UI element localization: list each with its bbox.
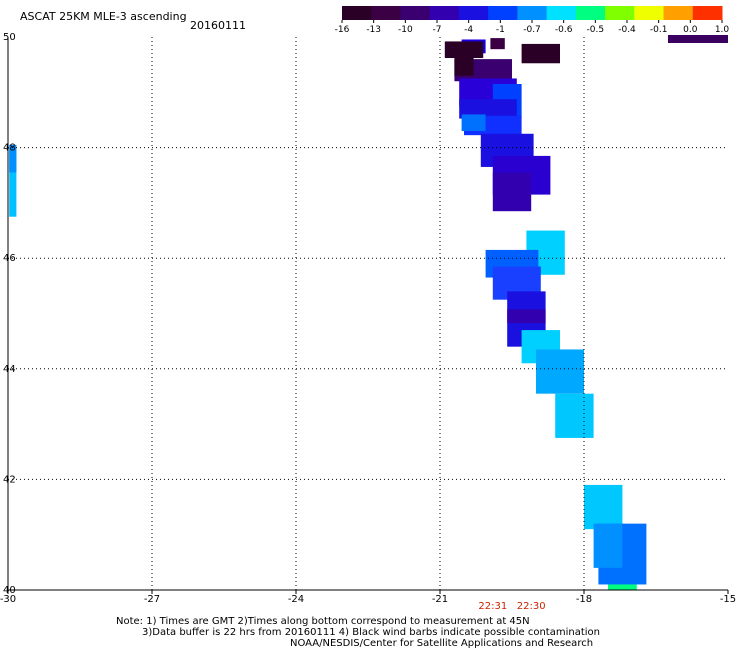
colorbar-segment — [400, 6, 431, 20]
data-cell — [608, 584, 637, 590]
y-tick-label: 46 — [3, 253, 16, 264]
data-cell — [9, 144, 17, 173]
time-label: 22:30 — [517, 601, 546, 612]
colorbar-segment — [575, 6, 606, 20]
grid — [8, 37, 728, 590]
y-tick-label: 48 — [3, 143, 16, 154]
data-cell — [461, 114, 486, 132]
note-line-1: Note: 1) Times are GMT 2)Times along bot… — [116, 616, 530, 627]
y-tick-label: 44 — [3, 364, 16, 375]
x-tick-label: -21 — [432, 594, 448, 605]
x-tick-label: -18 — [576, 594, 592, 605]
colorbar-tick-label: -4 — [464, 25, 473, 35]
colorbar-segment — [605, 6, 635, 20]
colorbar-segment — [546, 6, 577, 20]
axis-frame — [7, 37, 728, 591]
colorbar-segment — [663, 6, 694, 20]
data-cell — [492, 172, 532, 212]
data-cell — [490, 38, 505, 50]
data-cell — [521, 43, 560, 64]
colorbar-labels: -16 -13 -10 -7 -4 -1 -0.7 -0.6 -0.5 -0.4 -0.1 0.0 1.… — [335, 20, 730, 35]
colorbar-tick-label: -13 — [366, 25, 381, 35]
colorbar-segment — [692, 6, 723, 20]
data-cell — [555, 393, 594, 438]
chart-title: ASCAT 25KM MLE-3 ascending — [20, 10, 187, 23]
colorbar-segment — [517, 6, 548, 20]
y-tick-label: 40 — [3, 585, 16, 596]
colorbar — [342, 6, 723, 20]
colorbar-tick-label: -1 — [496, 25, 505, 35]
x-axis-ticks: -30 -27 -24 -21 -18 -15 — [0, 590, 736, 605]
colorbar-tick-label: -0.4 — [618, 25, 636, 35]
colorbar-tick-label: -7 — [433, 25, 442, 35]
note-line-3: NOAA/NESDIS/Center for Satellite Applica… — [290, 638, 594, 649]
note-line-2: 3)Data buffer is 22 hrs from 20160111 4)… — [142, 627, 600, 638]
colorbar-tick-label: 0.0 — [683, 25, 698, 35]
time-label: 22:31 — [478, 601, 507, 612]
data-cell — [536, 349, 584, 394]
x-tick-label: -30 — [0, 594, 16, 605]
y-tick-label: 42 — [3, 474, 16, 485]
x-tick-label: -15 — [720, 594, 736, 605]
colorbar-segment — [458, 6, 489, 20]
plot-cells — [9, 38, 647, 590]
y-axis-ticks: 50 48 46 44 42 40 — [3, 32, 16, 596]
data-cell — [454, 48, 474, 76]
colorbar-segment — [342, 6, 372, 20]
colorbar-tick-label: -0.1 — [650, 25, 668, 35]
colorbar-segment — [634, 6, 665, 20]
contamination-swatch — [668, 35, 728, 43]
colorbar-tick-label: -10 — [398, 25, 413, 35]
x-tick-label: -24 — [288, 594, 304, 605]
colorbar-tick-label: -0.7 — [523, 25, 541, 35]
data-cell — [9, 150, 17, 217]
data-cell — [507, 309, 546, 324]
colorbar-segment — [488, 6, 518, 20]
data-cell — [584, 484, 623, 530]
colorbar-tick-label: -16 — [335, 25, 350, 35]
y-tick-label: 50 — [3, 32, 16, 43]
colorbar-segment — [371, 6, 401, 20]
colorbar-tick-label: -0.5 — [587, 25, 605, 35]
colorbar-tick-label: 1.0 — [715, 25, 730, 35]
data-cell — [593, 523, 623, 568]
chart-date: 20160111 — [190, 19, 246, 32]
time-labels: 22:31 22:30 — [478, 601, 545, 612]
colorbar-segment — [429, 6, 460, 20]
x-tick-label: -27 — [144, 594, 160, 605]
colorbar-tick-label: -0.6 — [555, 25, 573, 35]
data-cell — [459, 99, 517, 119]
